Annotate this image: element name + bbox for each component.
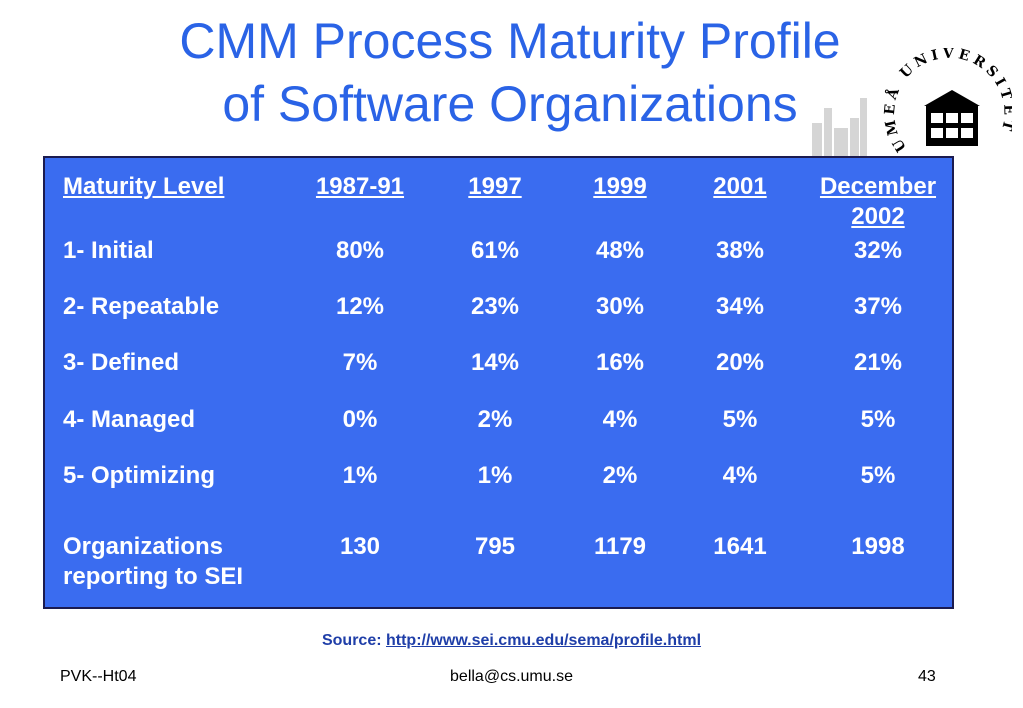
header-2001: 2001 <box>713 173 767 200</box>
footer-page-number: 43 <box>918 668 936 685</box>
footer-email: bella@cs.umu.se <box>450 668 573 685</box>
header-1987-91: 1987-91 <box>315 173 405 200</box>
table-cell: 0% <box>342 406 378 433</box>
header-december-2002: December 2002 <box>819 173 937 230</box>
university-seal-logo: UMEÅ UNIVERSITET <box>812 48 1012 163</box>
header-1997: 1997 <box>468 173 522 200</box>
slide-title: CMM Process Maturity Profile of Software… <box>100 10 920 136</box>
table-cell: 61% <box>470 237 520 264</box>
row-label: 2- Repeatable <box>63 293 220 320</box>
table-cell: 12% <box>335 293 385 320</box>
table-cell: 21% <box>853 349 903 376</box>
table-cell: 5% <box>722 406 758 433</box>
table-cell: 4% <box>602 406 638 433</box>
row-label: 5- Optimizing <box>63 462 215 489</box>
table-cell: 16% <box>595 349 645 376</box>
table-cell: 795 <box>474 533 516 560</box>
source-label: Source: <box>321 632 382 649</box>
footer-course-code: PVK--Ht04 <box>60 668 137 685</box>
table-cell: 5% <box>860 462 896 489</box>
table-cell: 48% <box>595 237 645 264</box>
table-cell: 2% <box>602 462 638 489</box>
source-line: Source: http://www.sei.cmu.edu/sema/prof… <box>0 632 1023 650</box>
table-cell: 34% <box>715 293 765 320</box>
table-cell: 4% <box>722 462 758 489</box>
maturity-table: Maturity Level 1987-91 1997 1999 2001 De… <box>43 156 954 609</box>
table-cell: 23% <box>470 293 520 320</box>
source-link[interactable]: http://www.sei.cmu.edu/sema/profile.html <box>386 632 702 649</box>
table-cell: 20% <box>715 349 765 376</box>
table-cell: 80% <box>335 237 385 264</box>
row-label: 4- Managed <box>63 406 196 433</box>
header-1999: 1999 <box>593 173 647 200</box>
row-label: Organizations reporting to SEI <box>63 533 243 590</box>
table-cell: 1% <box>342 462 378 489</box>
table-cell: 130 <box>339 533 381 560</box>
row-label: 1- Initial <box>63 237 154 264</box>
table-cell: 7% <box>342 349 378 376</box>
table-cell: 37% <box>853 293 903 320</box>
table-cell: 32% <box>853 237 903 264</box>
title-line-1: CMM Process Maturity Profile <box>179 13 841 69</box>
table-cell: 2% <box>477 406 513 433</box>
table-cell: 30% <box>595 293 645 320</box>
seal-emblem <box>924 90 980 146</box>
header-maturity-level: Maturity Level <box>63 173 225 200</box>
table-cell: 38% <box>715 237 765 264</box>
table-cell: 1641 <box>713 533 767 560</box>
table-cell: 1179 <box>593 533 647 560</box>
table-cell: 1% <box>477 462 513 489</box>
table-cell: 14% <box>470 349 520 376</box>
table-cell: 5% <box>860 406 896 433</box>
title-line-2: of Software Organizations <box>222 76 798 132</box>
row-label: 3- Defined <box>63 349 180 376</box>
table-cell: 1998 <box>851 533 905 560</box>
